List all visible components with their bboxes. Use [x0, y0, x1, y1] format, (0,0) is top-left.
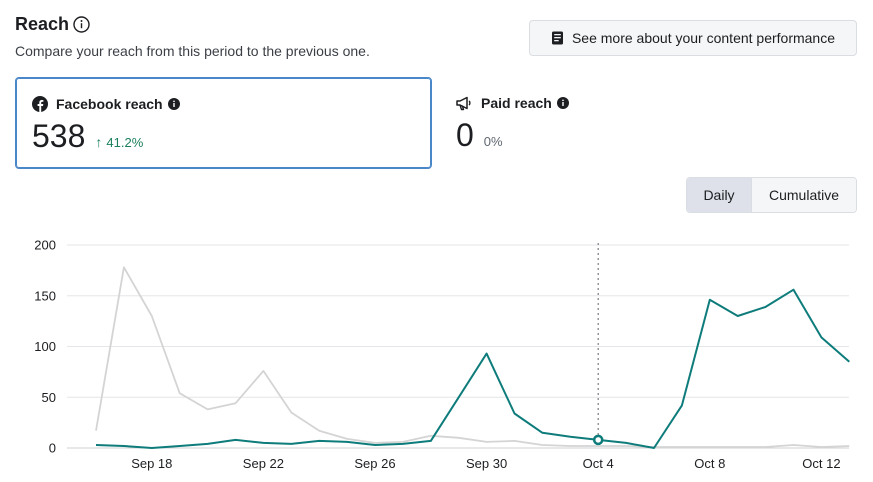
x-tick-label: Oct 12 — [802, 456, 840, 471]
facebook-reach-delta: ↑ 41.2% — [95, 134, 143, 150]
info-icon[interactable] — [556, 97, 569, 109]
paid-reach-card[interactable]: Paid reach 0 0% — [440, 77, 857, 169]
paid-reach-label: Paid reach — [481, 95, 552, 111]
info-icon[interactable] — [167, 98, 180, 110]
facebook-reach-value-row: 538 ↑ 41.2% — [32, 118, 143, 155]
paid-reach-value-row: 0 0% — [456, 117, 503, 154]
facebook-icon — [32, 96, 48, 112]
x-tick-label: Sep 18 — [131, 456, 172, 471]
highlight-point — [592, 434, 604, 446]
x-tick-label: Sep 30 — [466, 456, 507, 471]
y-tick-label: 50 — [42, 390, 56, 405]
facebook-reach-delta-value: 41.2% — [106, 135, 144, 150]
period-toggle: Daily Cumulative — [686, 177, 857, 213]
y-tick-label: 200 — [34, 238, 56, 253]
x-tick-label: Sep 22 — [243, 456, 284, 471]
paid-reach-label-row: Paid reach — [456, 95, 577, 111]
y-tick-label: 150 — [34, 288, 56, 303]
x-tick-label: Oct 4 — [583, 456, 614, 471]
info-icon[interactable] — [73, 16, 90, 33]
y-tick-label: 0 — [49, 441, 56, 456]
facebook-reach-value: 538 — [32, 118, 86, 154]
page-title: Reach — [15, 14, 70, 34]
previous-period-line — [95, 266, 850, 448]
y-tick-label: 100 — [34, 339, 56, 354]
reach-chart: 0 50 100 150 200 Sep 18 Sep 22 Sep 26 Sep 30 Oct … — [34, 238, 850, 471]
cumulative-toggle-button[interactable]: Cumulative — [751, 178, 856, 212]
facebook-reach-card[interactable]: Facebook reach 538 ↑ 41.2% — [15, 77, 432, 169]
document-icon — [551, 31, 563, 45]
daily-toggle-button[interactable]: Daily — [687, 178, 751, 212]
facebook-reach-label-row: Facebook reach — [32, 96, 188, 112]
x-tick-label: Sep 26 — [354, 456, 395, 471]
paid-reach-value: 0 — [456, 117, 474, 153]
arrow-up-icon: ↑ — [95, 134, 103, 150]
see-more-button[interactable]: See more about your content performance — [529, 20, 857, 56]
page-subtitle: Compare your reach from this period to t… — [15, 43, 370, 59]
see-more-label: See more about your content performance — [571, 30, 836, 46]
facebook-reach-label: Facebook reach — [56, 96, 163, 112]
current-period-line — [95, 288, 850, 449]
paid-reach-delta: 0% — [483, 134, 503, 149]
title-row: Reach — [15, 14, 90, 35]
x-tick-label: Oct 8 — [694, 456, 725, 471]
megaphone-icon — [456, 96, 471, 110]
